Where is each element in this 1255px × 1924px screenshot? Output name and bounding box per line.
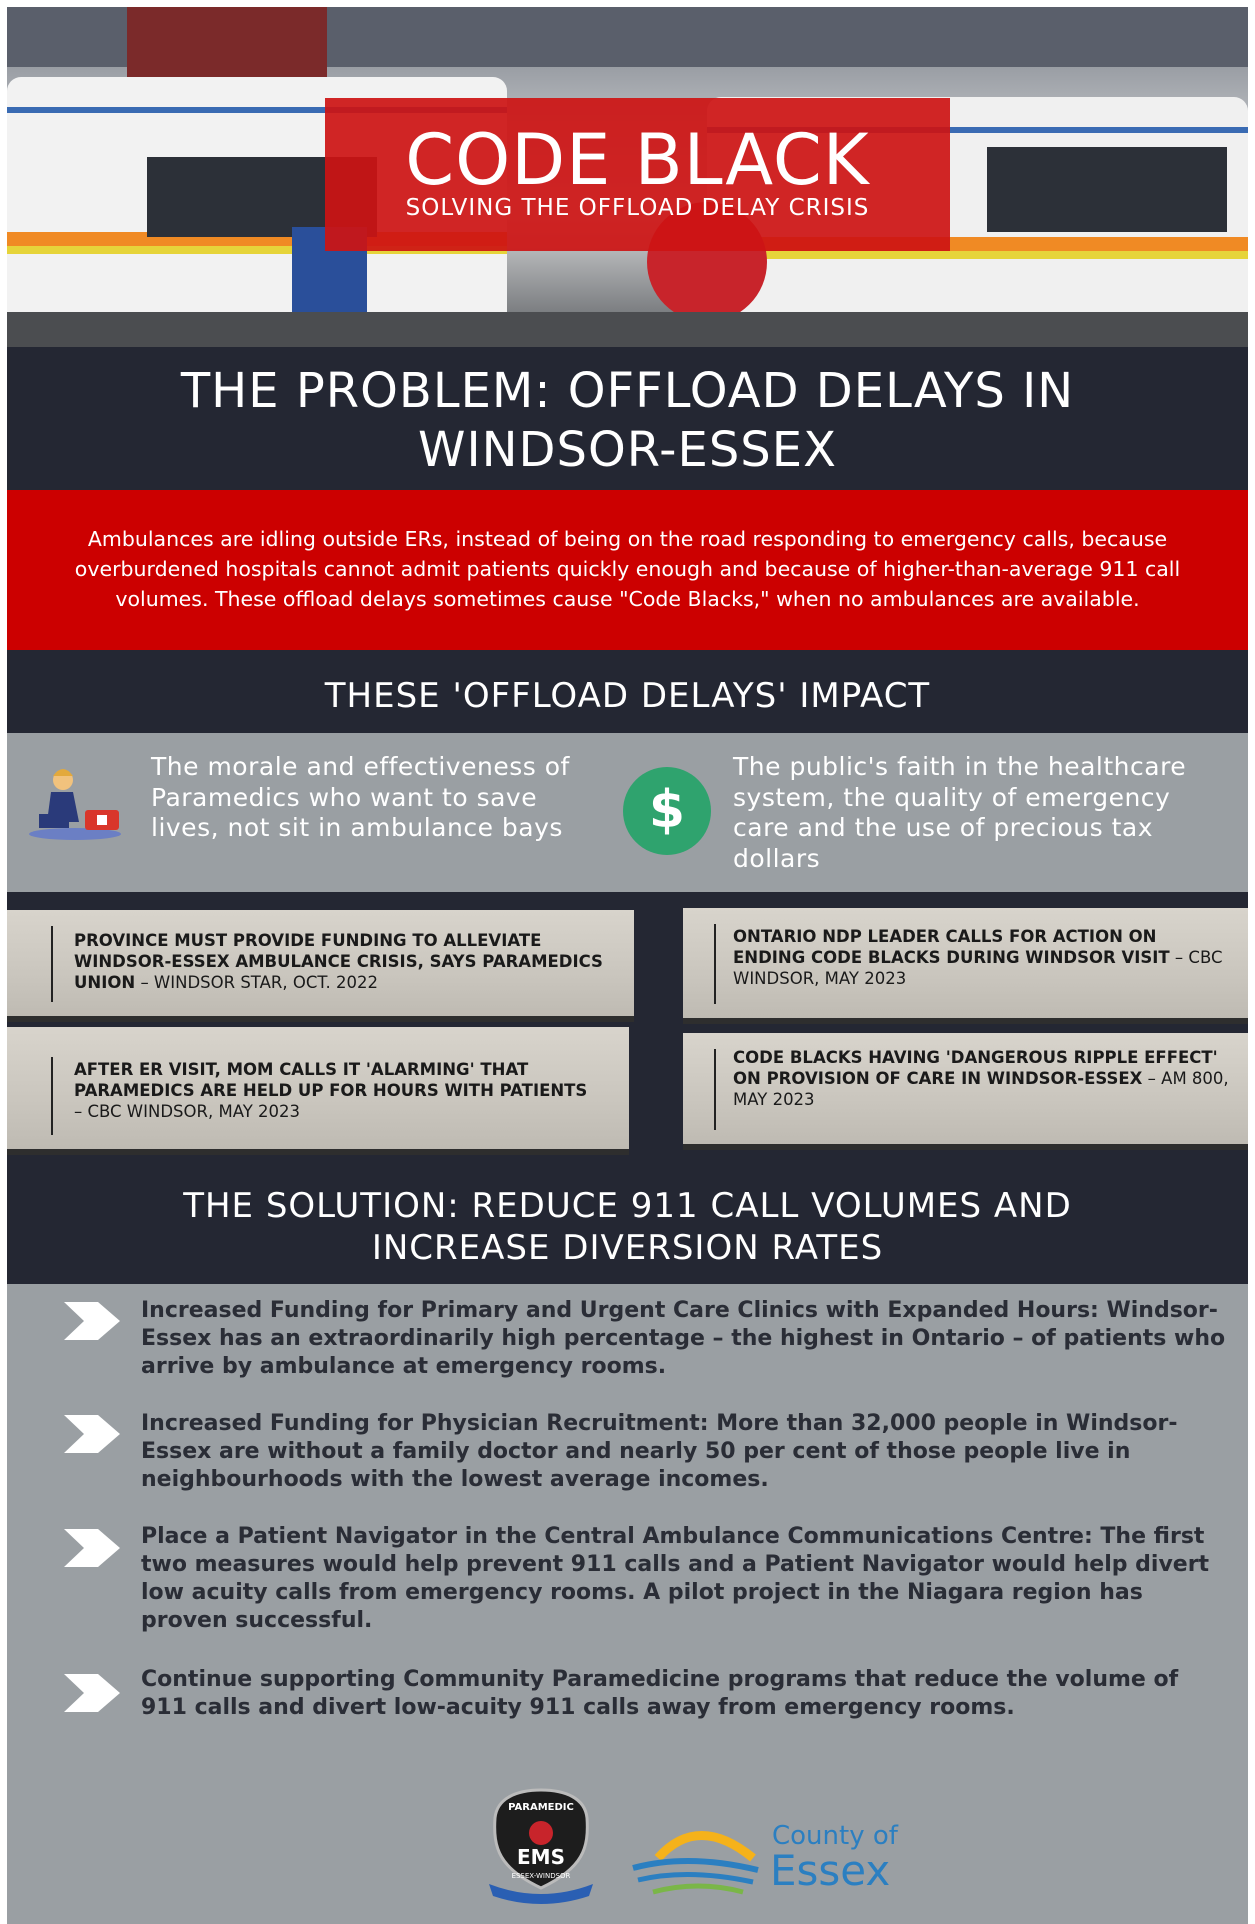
headline-clipping: ONTARIO NDP LEADER CALLS FOR ACTION ON E… bbox=[683, 908, 1248, 1024]
chevron-icon bbox=[62, 1672, 122, 1714]
solution-heading: THE SOLUTION: REDUCE 911 CALL VOLUMES AN… bbox=[170, 1185, 1085, 1269]
ems-main: EMS bbox=[517, 1845, 565, 1869]
dollar-symbol: $ bbox=[649, 780, 685, 840]
solution-item: Increased Funding for Primary and Urgent… bbox=[141, 1297, 1226, 1381]
ems-top: PARAMEDIC bbox=[508, 1802, 574, 1813]
ems-bottom: ESSEX-WINDSOR bbox=[512, 1872, 571, 1880]
dollar-icon: $ bbox=[622, 766, 712, 856]
chevron-icon bbox=[62, 1413, 122, 1455]
impact-item: The morale and effectiveness of Paramedi… bbox=[151, 752, 571, 844]
solution-item: Continue supporting Community Paramedici… bbox=[141, 1666, 1226, 1722]
hero-subtitle: SOLVING THE OFFLOAD DELAY CRISIS bbox=[325, 194, 950, 222]
paramedic-icon bbox=[25, 762, 125, 842]
headline-source: – CBC WINDSOR, MAY 2023 bbox=[74, 1102, 300, 1121]
problem-text: Ambulances are idling outside ERs, inste… bbox=[45, 524, 1210, 614]
headline-title: ONTARIO NDP LEADER CALLS FOR ACTION ON E… bbox=[733, 927, 1170, 967]
impact-item: The public's faith in the healthcare sys… bbox=[733, 752, 1233, 874]
county-logo-mark bbox=[628, 1818, 768, 1898]
headline-title: CODE BLACKS HAVING 'DANGEROUS RIPPLE EFF… bbox=[733, 1048, 1218, 1088]
solution-item: Increased Funding for Physician Recruitm… bbox=[141, 1410, 1226, 1494]
chevron-icon bbox=[62, 1300, 122, 1342]
hero-title: CODE BLACK bbox=[325, 120, 950, 200]
county-line2: Essex bbox=[770, 1848, 890, 1894]
headline-clipping: PROVINCE MUST PROVIDE FUNDING TO ALLEVIA… bbox=[7, 910, 634, 1022]
page: CODE BLACK SOLVING THE OFFLOAD DELAY CRI… bbox=[0, 0, 1255, 1924]
headline-clipping: AFTER ER VISIT, MOM CALLS IT 'ALARMING' … bbox=[7, 1027, 629, 1155]
impact-heading: THESE 'OFFLOAD DELAYS' IMPACT bbox=[7, 676, 1248, 716]
solution-item: Place a Patient Navigator in the Central… bbox=[141, 1523, 1226, 1635]
headline-source: – WINDSOR STAR, OCT. 2022 bbox=[140, 973, 378, 992]
chevron-icon bbox=[62, 1527, 122, 1569]
headline-clipping: CODE BLACKS HAVING 'DANGEROUS RIPPLE EFF… bbox=[683, 1033, 1248, 1150]
ems-logo: PARAMEDIC EMS ESSEX-WINDSOR bbox=[485, 1788, 597, 1904]
problem-heading: THE PROBLEM: OFFLOAD DELAYS IN WINDSOR-E… bbox=[100, 362, 1155, 480]
headline-title: AFTER ER VISIT, MOM CALLS IT 'ALARMING' … bbox=[74, 1060, 587, 1100]
